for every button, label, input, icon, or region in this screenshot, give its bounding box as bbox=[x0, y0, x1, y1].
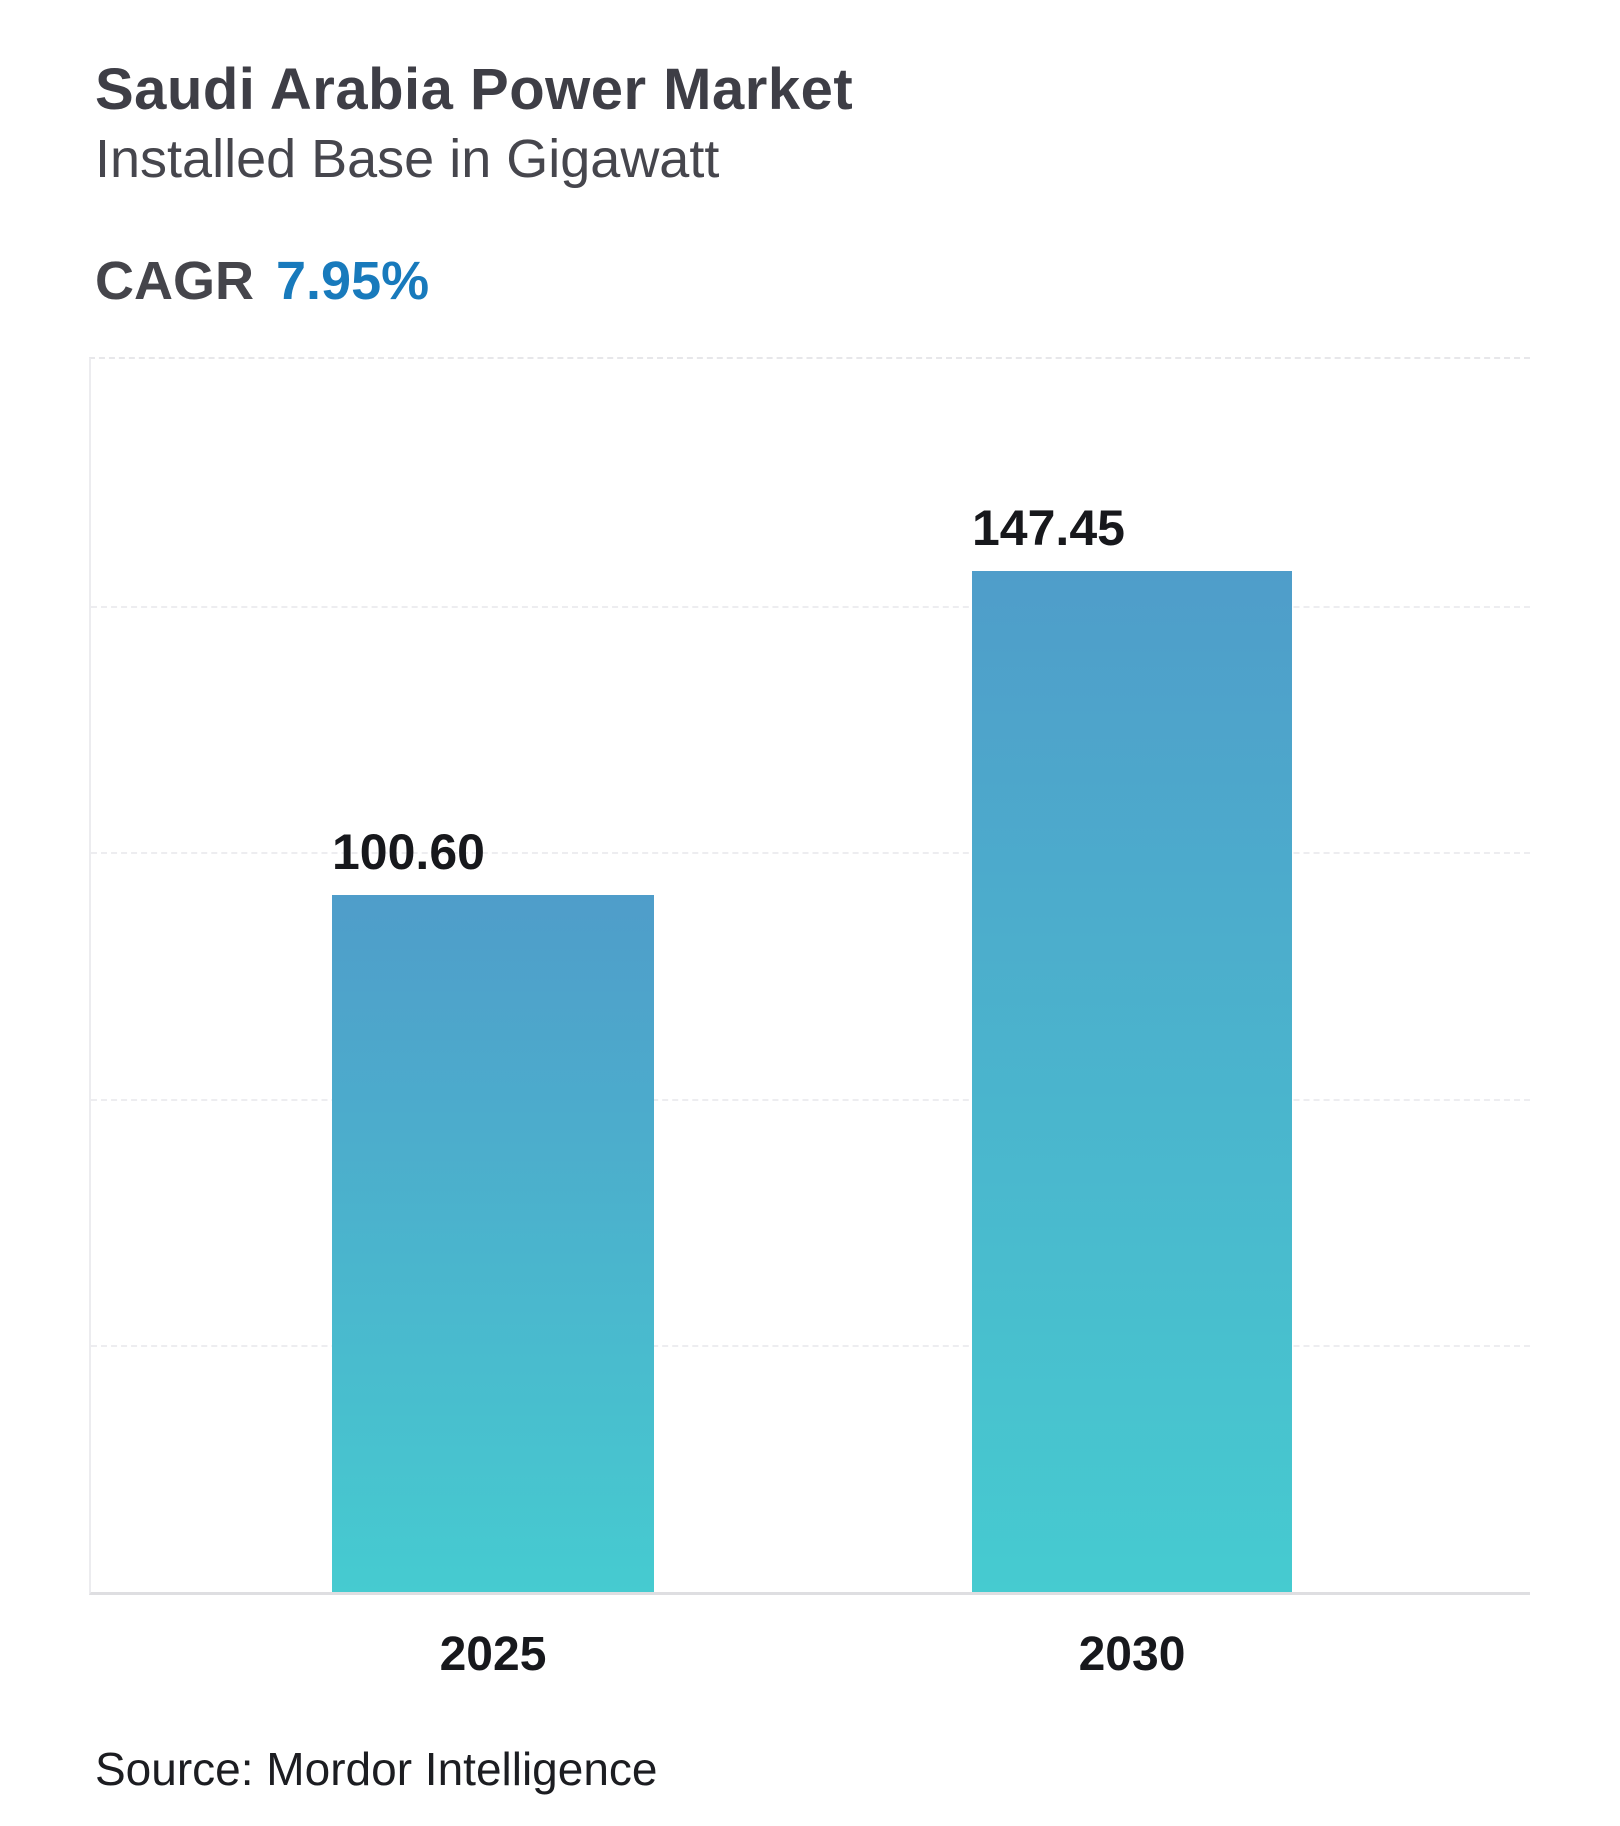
bar-2025 bbox=[332, 895, 654, 1592]
bar-value-label-2025: 100.60 bbox=[332, 824, 485, 880]
x-axis-tick-2030: 2030 bbox=[1078, 1628, 1186, 1681]
cagr-row: CAGR 7.95% bbox=[95, 250, 429, 312]
gridline bbox=[91, 1098, 1530, 1101]
chart-title: Saudi Arabia Power Market bbox=[95, 57, 854, 122]
x-axis-tick-2025: 2025 bbox=[439, 1628, 547, 1681]
bar-2030 bbox=[972, 571, 1292, 1592]
gridline bbox=[91, 852, 1530, 855]
cagr-value: 7.95% bbox=[276, 251, 430, 311]
plot-area: 100.60 147.45 2025 2030 bbox=[89, 357, 1530, 1679]
gridline bbox=[91, 605, 1530, 608]
gridline bbox=[91, 1345, 1530, 1348]
bar-value-label-2030: 147.45 bbox=[972, 500, 1125, 556]
cagr-label: CAGR bbox=[95, 251, 254, 311]
chart-subtitle: Installed Base in Gigawatt bbox=[95, 129, 720, 189]
source-attribution: Source: Mordor Intelligence bbox=[95, 1743, 658, 1795]
